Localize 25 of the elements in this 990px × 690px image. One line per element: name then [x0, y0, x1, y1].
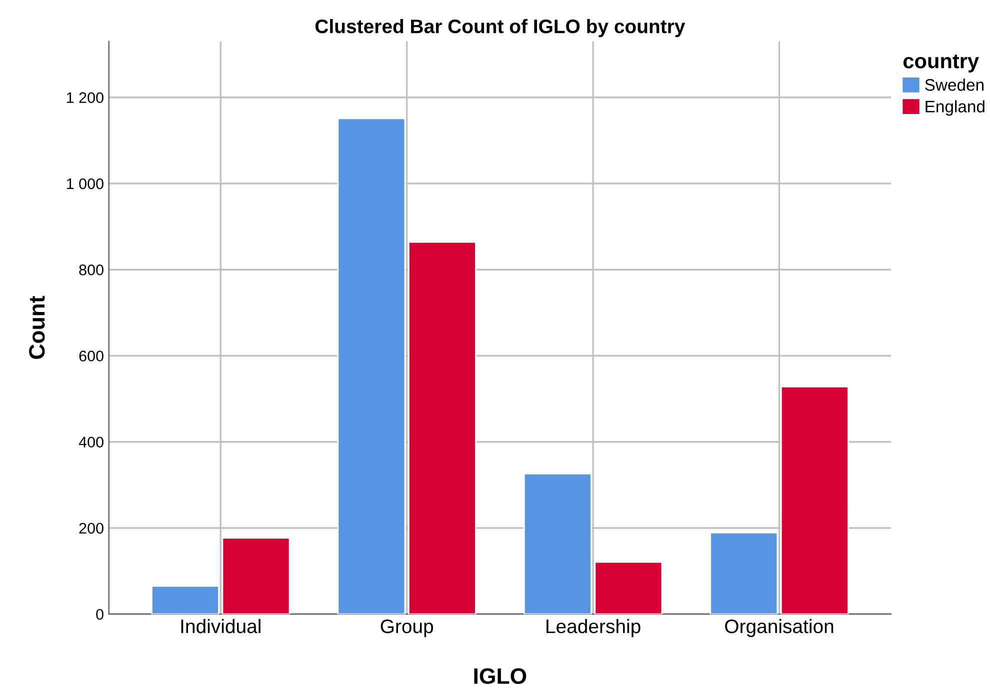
bar — [151, 585, 220, 614]
bar — [780, 386, 849, 614]
x-tick-label: Group — [380, 619, 434, 638]
x-tick-label: Leadership — [546, 618, 640, 638]
x-tick-label: Organisation — [725, 618, 834, 638]
bar — [337, 118, 406, 614]
bar — [523, 473, 592, 614]
y-tick-label: 600 — [79, 350, 104, 362]
bar — [222, 537, 290, 614]
y-tick-label: 800 — [79, 264, 104, 276]
y-tick-label: 1 000 — [66, 178, 104, 190]
y-axis-title: Count — [29, 296, 45, 359]
x-axis-title: IGLO — [474, 668, 526, 684]
bar — [408, 241, 476, 614]
legend-title: country — [903, 54, 979, 72]
bar — [594, 561, 663, 614]
legend-label: Sweden — [925, 78, 984, 91]
bar — [710, 532, 778, 614]
y-tick-label: 400 — [78, 436, 104, 448]
legend-label: England — [926, 100, 984, 116]
y-tick-label: 0 — [96, 608, 104, 620]
y-tick-label: 1 200 — [66, 92, 104, 104]
x-tick-label: Individual — [181, 618, 260, 634]
y-tick-label: 200 — [79, 522, 104, 534]
chart-title: Clustered Bar Count of IGLO by country — [315, 18, 686, 38]
